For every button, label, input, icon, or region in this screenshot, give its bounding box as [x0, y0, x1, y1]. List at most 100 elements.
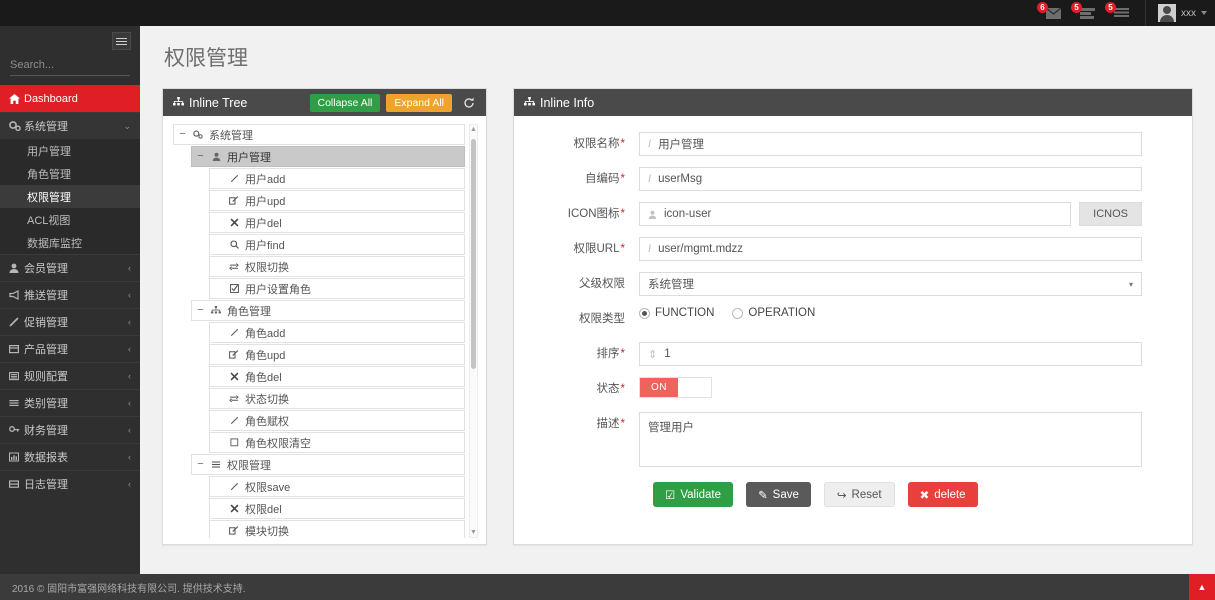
- radio-operation[interactable]: OPERATION: [732, 307, 815, 319]
- sidebar-item-system[interactable]: 系统管理 ⌄: [0, 112, 140, 139]
- icnos-button[interactable]: ICNOS: [1079, 202, 1142, 226]
- order-input-wrap[interactable]: ⇕: [639, 342, 1142, 366]
- icon-input-wrap[interactable]: [639, 202, 1072, 226]
- tree-node[interactable]: 角色权限清空: [209, 432, 465, 453]
- reset-button[interactable]: ↪ Reset: [823, 482, 895, 507]
- sidebar-subitem-user-mgmt[interactable]: 用户管理: [27, 145, 71, 158]
- hamburger-icon[interactable]: [112, 32, 131, 50]
- desc-textarea[interactable]: 管理用户: [639, 412, 1142, 467]
- status-toggle-on-label: ON: [640, 378, 678, 397]
- tree-list[interactable]: − 系统管理 − 用户管理 用户add 用户upd 用户del 用户find 权限切换 用户设置角…: [173, 124, 469, 538]
- validate-button[interactable]: ☑ Validate: [653, 482, 734, 507]
- tree-node[interactable]: − 角色管理: [191, 300, 465, 321]
- tree-node[interactable]: 角色del: [209, 366, 465, 387]
- tree-node[interactable]: 权限切换: [209, 256, 465, 277]
- sidebar-item-push[interactable]: 推送管理 ‹: [0, 281, 140, 308]
- tree-node-label: 角色管理: [227, 305, 271, 318]
- tree-node[interactable]: 用户upd: [209, 190, 465, 211]
- parent-select[interactable]: 系统管理 ▾: [639, 272, 1142, 296]
- tree-expander[interactable]: −: [197, 150, 204, 162]
- sidebar-item-label: 财务管理: [24, 425, 68, 437]
- tree-node[interactable]: 用户find: [209, 234, 465, 255]
- inline-info-panel: Inline Info 权限名称* I: [513, 88, 1193, 545]
- delete-button[interactable]: ✖ delete: [907, 482, 978, 507]
- tree-node[interactable]: 用户设置角色: [209, 278, 465, 299]
- chevron-left-icon: ‹: [128, 263, 131, 273]
- sidebar-item-logs[interactable]: 日志管理 ‹: [0, 470, 140, 497]
- chevron-down-icon: ▾: [1128, 279, 1133, 289]
- label-type: 权限类型: [514, 307, 639, 331]
- sidebar-subitem-db-monitor[interactable]: 数据库监控: [27, 237, 82, 250]
- order-input[interactable]: [664, 348, 1133, 360]
- edit-icon: [228, 350, 240, 359]
- main-area: 权限管理 Inline Tree Collapse All: [140, 26, 1215, 574]
- label-code-text: 自编码: [585, 173, 620, 185]
- chevron-left-icon: ‹: [128, 317, 131, 327]
- key-icon: [9, 425, 24, 435]
- sidebar-item-member[interactable]: 会员管理 ‹: [0, 254, 140, 281]
- page-title: 权限管理: [164, 47, 248, 70]
- tree-scrollbar[interactable]: ▲ ▼: [469, 124, 478, 538]
- refresh-icon[interactable]: [458, 97, 480, 109]
- name-input-wrap[interactable]: I: [639, 132, 1142, 156]
- tasks-icon[interactable]: 5: [1071, 2, 1097, 21]
- tree-node[interactable]: − 用户管理: [191, 146, 465, 167]
- sidebar-item-finance[interactable]: 财务管理 ‹: [0, 416, 140, 443]
- chevron-left-icon: ‹: [128, 479, 131, 489]
- tree-node[interactable]: 权限save: [209, 476, 465, 497]
- url-input[interactable]: [658, 243, 1133, 255]
- tree-node[interactable]: 模块切换: [209, 520, 465, 538]
- search-box[interactable]: [10, 58, 163, 76]
- tree-expander[interactable]: −: [197, 304, 204, 316]
- sidebar-item-promotion[interactable]: 促销管理 ‹: [0, 308, 140, 335]
- body-row: Dashboard 系统管理 ⌄ 用户管理 角色管理 权限管理 ACL视图 数据…: [0, 26, 1215, 574]
- tree-node[interactable]: 用户add: [209, 168, 465, 189]
- sidebar-item-reports[interactable]: 数据报表 ‹: [0, 443, 140, 470]
- label-status: 状态*: [514, 377, 639, 401]
- times-icon: ✖: [919, 489, 930, 502]
- tree-panel-header: Inline Tree Collapse All Expand All: [163, 89, 486, 116]
- radio-function[interactable]: FUNCTION: [639, 307, 714, 319]
- sidebar-subitem-acl-view[interactable]: ACL视图: [27, 214, 71, 227]
- expand-all-button[interactable]: Expand All: [386, 93, 452, 112]
- save-button[interactable]: ✎ Save: [746, 482, 811, 507]
- label-parent-text: 父级权限: [579, 278, 625, 290]
- tree-node[interactable]: 用户del: [209, 212, 465, 233]
- caret-up-icon[interactable]: ▲: [470, 126, 477, 133]
- tree-expander[interactable]: −: [179, 128, 186, 140]
- code-input[interactable]: [658, 173, 1133, 185]
- label-name-text: 权限名称: [573, 138, 620, 150]
- icon-input[interactable]: [664, 208, 1063, 220]
- tree-node[interactable]: 角色add: [209, 322, 465, 343]
- sidebar-subitem-role-mgmt[interactable]: 角色管理: [27, 168, 71, 181]
- name-input[interactable]: [658, 138, 1133, 150]
- tree-node[interactable]: − 系统管理: [173, 124, 465, 145]
- tree-node[interactable]: 角色upd: [209, 344, 465, 365]
- book-icon: [9, 479, 24, 489]
- sidebar-item-category[interactable]: 类别管理 ‹: [0, 389, 140, 416]
- sidebar-subitem-permission-mgmt[interactable]: 权限管理: [0, 185, 140, 208]
- tree-node[interactable]: − 权限管理: [191, 454, 465, 475]
- radio-operation-label: OPERATION: [748, 307, 816, 319]
- scroll-to-top-button[interactable]: ▲: [1189, 574, 1215, 600]
- caret-down-icon[interactable]: ▼: [470, 529, 477, 536]
- envelope-icon[interactable]: 6: [1037, 2, 1063, 21]
- tree-node[interactable]: 权限del: [209, 498, 465, 519]
- scrollbar-thumb[interactable]: [471, 139, 476, 369]
- url-input-wrap[interactable]: I: [639, 237, 1142, 261]
- sidebar-item-dashboard[interactable]: Dashboard: [0, 85, 140, 112]
- sidebar-item-product[interactable]: 产品管理 ‹: [0, 335, 140, 362]
- user-menu[interactable]: xxx: [1145, 0, 1207, 26]
- status-toggle[interactable]: ON: [639, 377, 712, 398]
- label-desc: 描述*: [514, 412, 639, 436]
- tree-node[interactable]: 角色赋权: [209, 410, 465, 431]
- search-input[interactable]: [10, 59, 152, 71]
- field-row-parent: 父级权限 系统管理 ▾: [514, 272, 1192, 296]
- envelope-badge: 6: [1037, 2, 1048, 13]
- collapse-all-button[interactable]: Collapse All: [309, 93, 381, 112]
- tree-node[interactable]: 状态切换: [209, 388, 465, 409]
- tree-expander[interactable]: −: [197, 458, 204, 470]
- bars-icon[interactable]: 5: [1105, 2, 1131, 21]
- sidebar-item-rules[interactable]: 规则配置 ‹: [0, 362, 140, 389]
- code-input-wrap[interactable]: I: [639, 167, 1142, 191]
